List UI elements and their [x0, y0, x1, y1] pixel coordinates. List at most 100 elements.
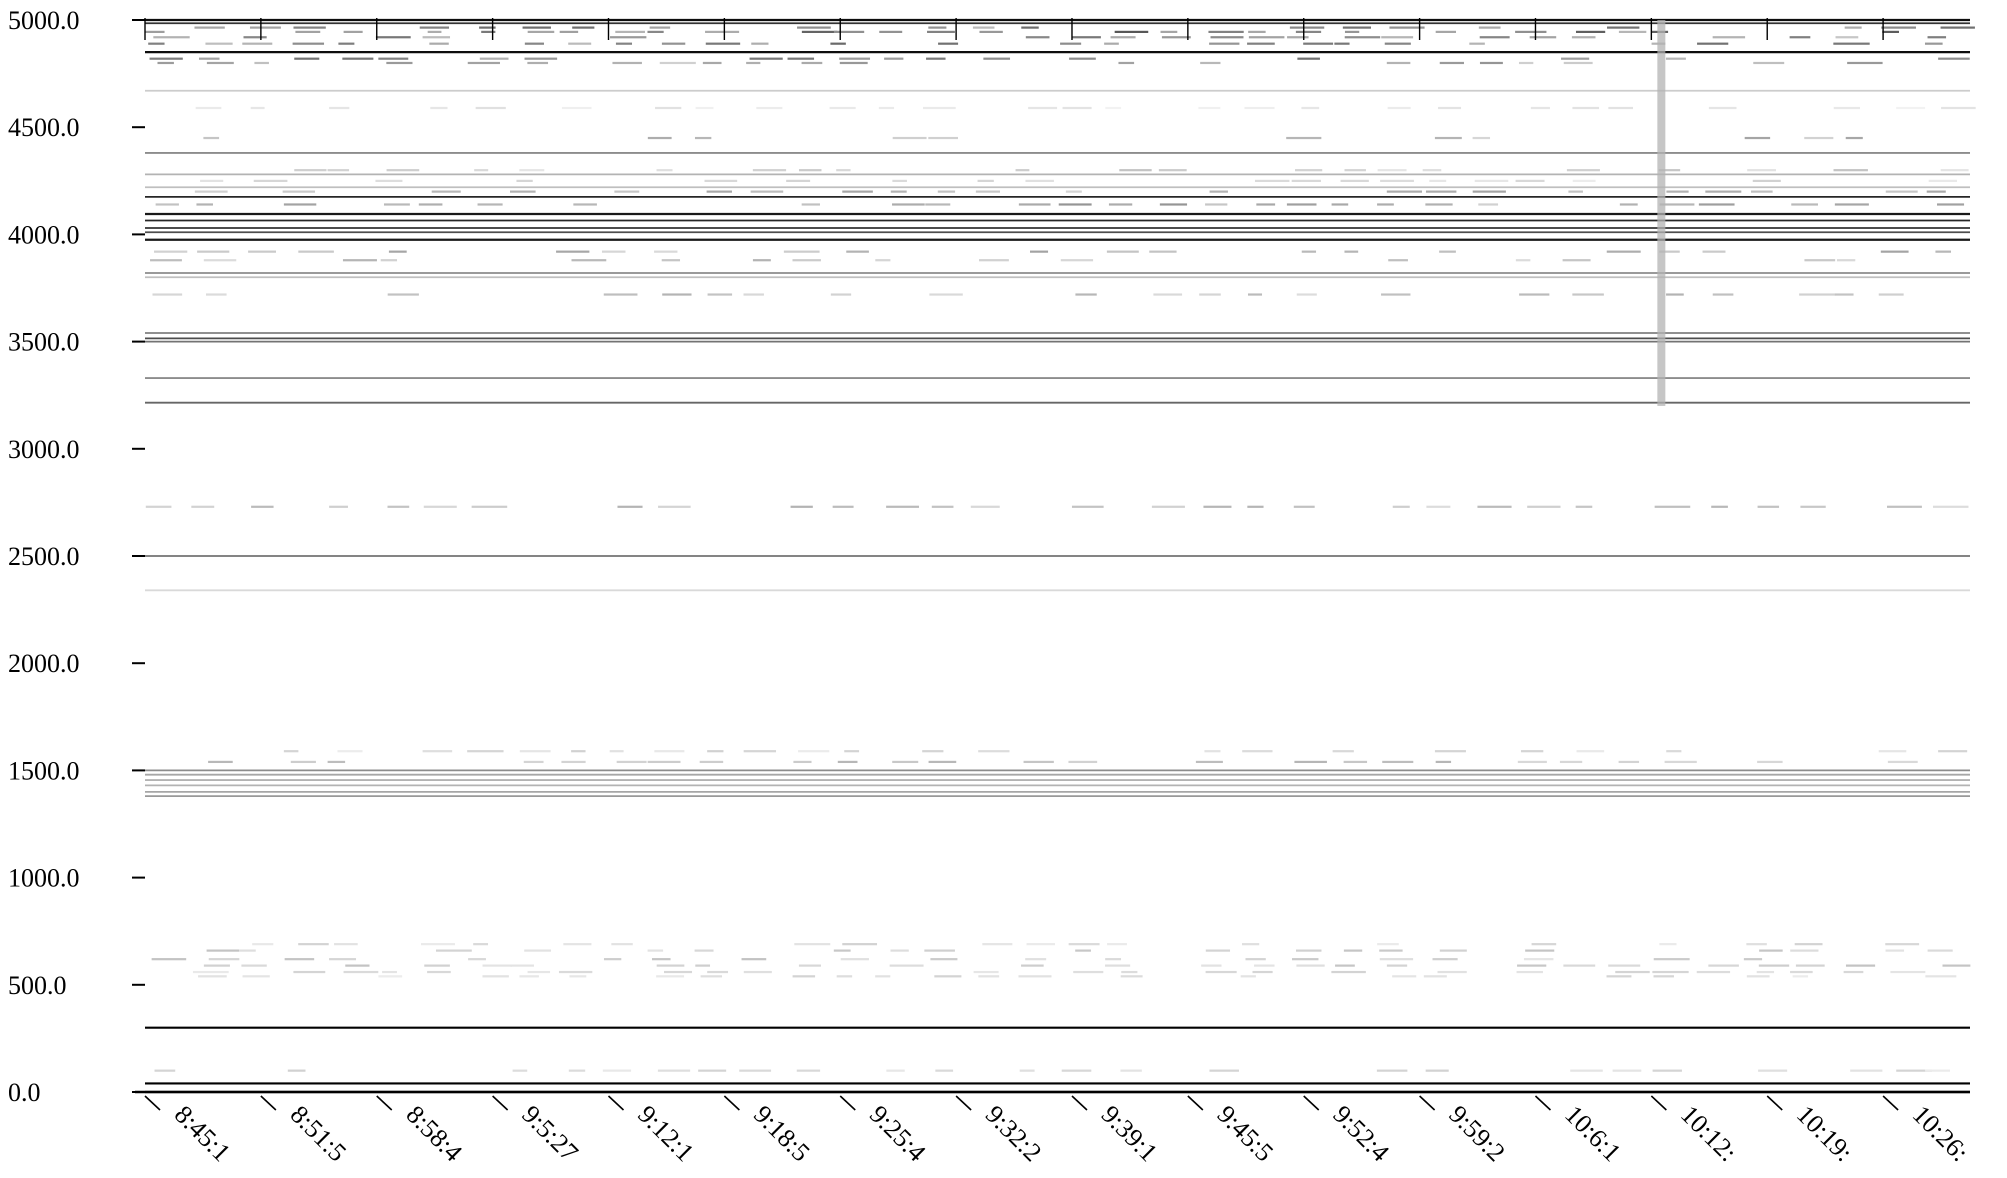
- heatmap-band-segment: [610, 36, 647, 39]
- heatmap-band-segment: [1887, 760, 1918, 764]
- heatmap-band-segment: [1702, 250, 1726, 253]
- heatmap-band-segment: [1712, 36, 1746, 39]
- x-tick-mark: [955, 1095, 972, 1111]
- heatmap-band-segment: [435, 949, 472, 952]
- heatmap-band-segment: [1795, 964, 1825, 967]
- heatmap-band-segment: [1244, 106, 1275, 110]
- heatmap-band-segment: [1018, 975, 1052, 978]
- heatmap-band-segment: [1254, 964, 1275, 967]
- heatmap-band-segment: [375, 179, 403, 182]
- heatmap-band-segment: [149, 57, 183, 60]
- heatmap-band-segment: [1105, 106, 1122, 110]
- heatmap-band-segment: [706, 190, 732, 193]
- heatmap-band-segment: [890, 190, 907, 193]
- heatmap-band-segment: [298, 943, 329, 946]
- heatmap-band-segment: [510, 190, 536, 193]
- heatmap-band-segment: [1386, 964, 1408, 967]
- heatmap-band-segment: [927, 30, 955, 33]
- heatmap-band-segment: [928, 760, 957, 764]
- heatmap-plot-area: [145, 18, 1976, 1094]
- heatmap-band-segment: [327, 760, 346, 764]
- heatmap-band-segment: [756, 106, 783, 110]
- heatmap-band-segment: [338, 42, 355, 45]
- heatmap-band-segment: [516, 179, 533, 182]
- y-tick-label: 3000.0: [8, 435, 80, 464]
- heatmap-band-segment: [741, 958, 767, 961]
- heatmap-band-segment: [199, 57, 220, 60]
- heatmap-band-segment: [892, 136, 927, 140]
- heatmap-band-segment: [329, 505, 348, 508]
- heatmap-band-segment: [1069, 57, 1096, 60]
- heatmap-band-segment: [609, 750, 624, 753]
- heatmap-band-segment: [928, 136, 958, 140]
- heatmap-band-segment: [148, 42, 165, 45]
- heatmap-band-segment: [1439, 949, 1467, 952]
- heatmap-band-segment: [1377, 943, 1399, 946]
- heatmap-band-segment: [1075, 293, 1097, 296]
- heatmap-band-segment: [752, 169, 787, 172]
- heatmap-band-segment: [561, 106, 592, 110]
- heatmap-band-segment: [1062, 106, 1092, 110]
- heatmap-band-segment: [1104, 42, 1119, 45]
- heatmap-band-segment: [192, 970, 229, 974]
- heatmap-band-segment: [1530, 106, 1550, 110]
- heatmap-band-segment: [1425, 203, 1453, 206]
- x-tick-label: 9:59:2: [1443, 1100, 1510, 1167]
- heatmap-band-segment: [1529, 36, 1557, 39]
- heatmap-band-segment: [524, 57, 558, 60]
- heatmap-band-segment: [327, 169, 350, 172]
- heatmap-band-segment: [206, 949, 240, 952]
- heatmap-band-segment: [1572, 179, 1596, 182]
- heatmap-band-segment: [1294, 760, 1327, 764]
- heatmap-band-segment: [1161, 36, 1191, 39]
- heatmap-band-segment: [1344, 169, 1366, 172]
- heatmap-band-segment: [1153, 293, 1183, 296]
- heatmap-band-segment: [1331, 203, 1349, 206]
- heatmap-band-segment: [573, 203, 597, 206]
- heatmap-band-segment: [1927, 36, 1947, 39]
- heatmap-band-segment: [519, 750, 551, 753]
- heatmap-band-segment: [743, 750, 777, 753]
- heatmap-band-segment: [561, 760, 586, 764]
- heatmap-band-segment: [1392, 975, 1417, 978]
- y-tick-label: 1500.0: [8, 756, 80, 785]
- x-tick-mark: [260, 1095, 277, 1111]
- heatmap-band-segment: [922, 750, 944, 753]
- heatmap-band-segment: [375, 36, 411, 39]
- heatmap-band-segment: [1758, 964, 1790, 967]
- heatmap-band-segment: [829, 106, 856, 110]
- heatmap-band-segment: [1060, 42, 1082, 45]
- x-tick-mark: [1650, 1095, 1667, 1111]
- heatmap-band-segment: [1665, 57, 1686, 60]
- heatmap-band-segment: [1209, 1069, 1239, 1072]
- heatmap-band-segment: [751, 42, 769, 45]
- x-tick-label: 9:32:2: [980, 1100, 1047, 1167]
- heatmap-band-segment: [150, 259, 182, 262]
- heatmap-band-segment: [700, 975, 723, 978]
- heatmap-band-segment: [1434, 750, 1466, 753]
- y-tick-label: 2500.0: [8, 542, 80, 571]
- heatmap-band-segment: [1286, 136, 1322, 140]
- heatmap-band-segment: [1941, 106, 1976, 110]
- heatmap-band-segment: [832, 505, 854, 508]
- heatmap-band-segment: [792, 975, 816, 978]
- heatmap-band-segment: [892, 179, 907, 182]
- heatmap-band-segment: [1653, 975, 1674, 978]
- x-tick-mark: [1187, 1095, 1204, 1111]
- heatmap-band-segment: [830, 293, 852, 296]
- heatmap-band-segment: [242, 975, 270, 978]
- heatmap-band-segment: [294, 169, 327, 172]
- heatmap-band-segment: [746, 61, 761, 65]
- heatmap-band-segment: [695, 106, 714, 110]
- heatmap-band-segment: [833, 30, 865, 33]
- heatmap-band-segment: [1160, 30, 1178, 33]
- heatmap-band-segment: [1666, 293, 1684, 296]
- heatmap-band-segment: [1744, 136, 1771, 140]
- heatmap-band-segment: [796, 1069, 821, 1072]
- heatmap-band-segment: [1882, 30, 1899, 33]
- heatmap-band-segment: [1833, 106, 1861, 110]
- heatmap-band-segment: [294, 57, 320, 60]
- heatmap-band-segment: [424, 964, 450, 967]
- heatmap-band-segment: [972, 26, 995, 29]
- heatmap-band-segment: [524, 949, 552, 952]
